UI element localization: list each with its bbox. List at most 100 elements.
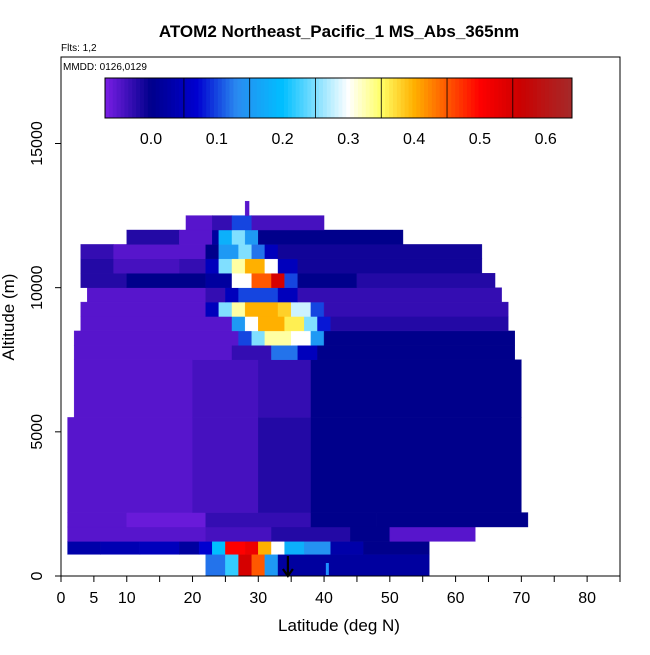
heatmap-cell-6-3 <box>297 345 318 360</box>
heatmap-cell-6-4 <box>317 345 515 360</box>
dates-note: MMDD: 0126,0129 <box>63 62 147 73</box>
chart-title: ATOM2 Northeast_Pacific_1 MS_Abs_365nm <box>159 22 519 41</box>
colorbar-swatch <box>389 78 394 118</box>
colorbar-swatch <box>342 78 347 118</box>
colorbar-swatch <box>412 78 417 118</box>
heatmap-cell-7-4 <box>290 330 312 346</box>
heatmap-cell-15-2 <box>231 215 252 231</box>
heatmap-cell-8-1 <box>231 316 246 332</box>
colorbar-swatch <box>120 78 125 118</box>
colorbar-swatch <box>365 78 371 118</box>
colorbar-swatch <box>322 78 328 118</box>
heatmap-cell-1-11 <box>304 541 331 555</box>
heatmap-cell-6-1 <box>231 345 272 360</box>
heatmap-cell-12-2 <box>179 258 206 274</box>
heatmap-cell-1-13 <box>363 541 430 555</box>
heatmap-cell-7-2 <box>251 330 266 346</box>
colorbar-swatch <box>284 78 289 118</box>
colorbar-swatch <box>463 78 468 118</box>
colorbar-swatch <box>171 78 176 118</box>
colorbar-swatch <box>424 78 429 118</box>
heatmap-cell-3-3 <box>310 512 377 528</box>
x-tick-label: 80 <box>578 590 596 607</box>
heatmap-cell-6-0 <box>73 345 233 360</box>
colorbar-swatch <box>459 78 464 118</box>
colorbar-swatch <box>140 78 145 118</box>
colorbar-swatch <box>408 78 413 118</box>
colorbar-swatch <box>556 78 561 118</box>
marker-blue-tick <box>325 563 329 575</box>
heatmap-cell-3-1 <box>126 512 206 528</box>
colorbar-swatch <box>428 78 433 118</box>
heatmap-cell-1-4 <box>198 541 213 555</box>
colorbar-swatch <box>330 78 336 118</box>
heatmap-cell-0-3 <box>251 554 266 576</box>
x-axis: 0 5 10 20 30 40 50 60 70 80 <box>57 576 621 607</box>
heatmap-cell-4-2 <box>258 417 312 513</box>
colorbar-swatch <box>470 78 476 118</box>
heatmap-cell-9-7 <box>310 301 325 317</box>
colorbar-tick-label: 0.5 <box>469 131 491 148</box>
x-tick-label: 40 <box>315 590 333 607</box>
heatmap-cell-12-6 <box>244 258 266 274</box>
colorbar-swatch <box>377 78 382 118</box>
heatmap-cell-9-2 <box>218 301 233 317</box>
heatmap-cell-7-1 <box>238 330 252 346</box>
colorbar-swatch <box>431 78 437 118</box>
colorbar-swatch <box>295 78 300 118</box>
heatmap-cell-7-0 <box>73 330 239 346</box>
colorbar-swatch <box>291 78 297 118</box>
colorbar-swatch <box>396 78 402 118</box>
heatmap-cell-13-2 <box>205 244 220 260</box>
heatmap-cell-2-4 <box>389 526 476 542</box>
colorbar-swatch <box>552 78 557 118</box>
heatmap-cell-14-2 <box>212 229 220 245</box>
colorbar-swatch <box>178 78 184 118</box>
colorbar-swatch <box>124 78 129 118</box>
colorbar-swatch <box>315 78 320 118</box>
colorbar-swatch <box>245 78 250 118</box>
colorbar-swatch <box>210 78 215 118</box>
colorbar-tick-label: 0.3 <box>337 131 359 148</box>
y-tick-label: 15000 <box>29 121 46 166</box>
colorbar-swatch <box>303 78 308 118</box>
heatmap-cell-8-2 <box>244 316 259 332</box>
colorbar-swatch <box>451 78 456 118</box>
colorbar-swatch <box>237 78 242 118</box>
heatmap-cell-12-5 <box>231 258 246 274</box>
plot-frame <box>60 56 621 577</box>
colorbar-swatch <box>517 78 522 118</box>
heatmap-cell-12-3 <box>205 258 220 274</box>
x-tick-label: 60 <box>447 590 465 607</box>
heatmap-cell-8-6 <box>317 316 331 332</box>
heatmap-cell-0-2 <box>238 554 252 576</box>
heatmap-cell-15-0 <box>185 215 213 231</box>
heatmap-cell-13-4 <box>238 244 252 260</box>
heatmap-cell-8-7 <box>330 316 509 332</box>
heatmap-cell-11-1 <box>126 273 206 288</box>
heatmap-cell-4-3 <box>310 417 522 513</box>
colorbar-swatch <box>151 78 156 118</box>
colorbar-swatch <box>501 78 507 118</box>
colorbar-swatch <box>334 78 339 118</box>
colorbar-swatch <box>439 78 444 118</box>
colorbar-swatch <box>536 78 542 118</box>
heatmap-cell-9-1 <box>205 301 220 317</box>
colorbar-swatch <box>361 78 367 118</box>
heatmap-cell-8-0 <box>80 316 233 332</box>
heatmap-cell-1-8 <box>258 541 272 555</box>
heatmap-cell-15-1 <box>212 215 233 231</box>
colorbar-swatch <box>447 78 452 118</box>
colorbar-swatch <box>206 78 211 118</box>
heatmap-cell-8-3 <box>258 316 285 332</box>
heatmap-cell-13-0 <box>80 244 114 260</box>
y-tick-label: 0 <box>29 571 46 580</box>
heatmap-cell-10-4 <box>277 287 298 303</box>
colorbar-swatch <box>373 78 378 118</box>
heatmap-cell-5-2 <box>258 359 312 418</box>
heatmap-cell-13-3 <box>218 244 239 260</box>
heatmap-cell-12-4 <box>218 258 233 274</box>
heatmap-cell-11-4 <box>251 273 272 288</box>
colorbar-swatch <box>256 78 262 118</box>
heatmap-cell-7-6 <box>323 330 515 346</box>
